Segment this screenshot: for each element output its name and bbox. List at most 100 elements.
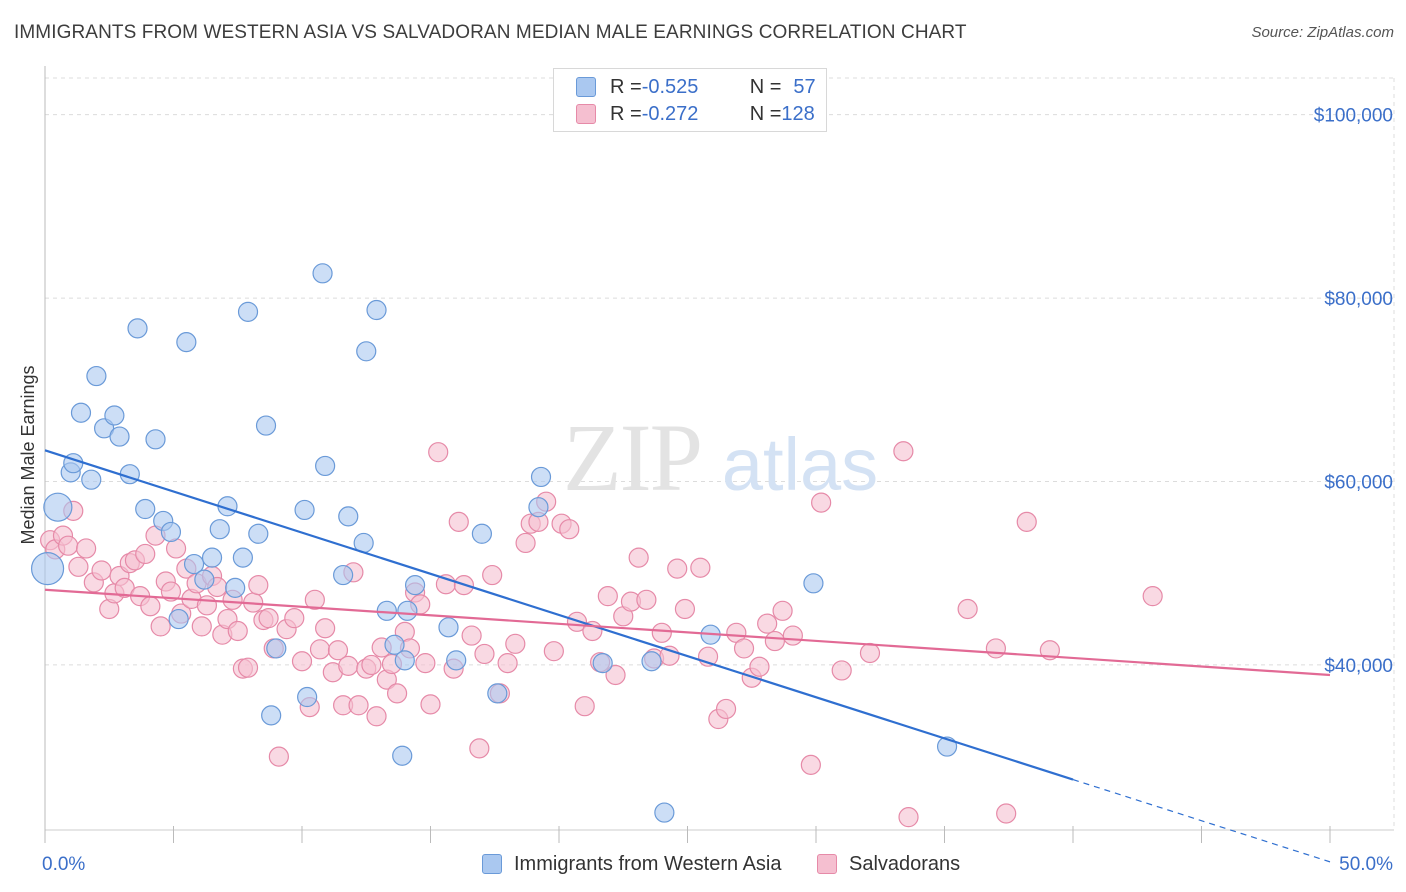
- axes: [44, 66, 1394, 843]
- salvadorans-point: [957, 598, 978, 620]
- western-asia-point: [248, 523, 269, 544]
- salvadorans-point: [58, 535, 79, 556]
- western-asia-point: [315, 455, 336, 477]
- western-asia-point: [86, 365, 107, 387]
- western-asia-point: [641, 651, 662, 672]
- western-asia-point: [404, 575, 426, 596]
- y-tick-label: $40,000: [1324, 656, 1393, 677]
- salvadorans-point: [772, 600, 793, 621]
- salvadorans-point: [135, 543, 156, 565]
- tick-labels: $40,000 $60,000 $80,000 $100,000 0.0% 50.0%: [42, 106, 1393, 875]
- salvadorans-point: [366, 706, 387, 727]
- western-asia-point: [438, 617, 459, 638]
- salvadorans-trend-line: [44, 588, 1331, 677]
- western-asia-point: [135, 498, 156, 520]
- legend-n-value: 57: [793, 75, 816, 98]
- y-tick-label: $100,000: [1314, 106, 1393, 127]
- legend-swatch-blue: [576, 77, 596, 97]
- western-asia-point: [81, 469, 102, 490]
- salvadorans-point: [304, 589, 325, 610]
- salvadorans-point: [284, 608, 305, 629]
- western-asia-point: [119, 464, 140, 485]
- salvadorans-point: [497, 652, 518, 674]
- salvadorans-point: [448, 511, 469, 532]
- western-asia-point: [70, 402, 92, 423]
- salvadorans-point: [505, 633, 526, 654]
- salvadorans-point: [68, 556, 89, 577]
- western-asia-point: [471, 523, 492, 544]
- salvadorans-point: [859, 642, 881, 664]
- trend-lines: [44, 449, 1331, 863]
- salvadorans-point: [757, 613, 778, 634]
- salvadorans-point: [140, 596, 161, 617]
- salvadorans-point: [309, 639, 331, 660]
- western-asia-point: [194, 569, 215, 590]
- y-tick-label: $80,000: [1324, 289, 1393, 310]
- western-asia-point: [237, 301, 259, 322]
- salvadorans-point: [348, 695, 369, 716]
- y-axis-label: Median Male Earnings: [18, 365, 38, 544]
- western-asia-point: [176, 332, 197, 353]
- source-label: Source: ZipAtlas.com: [1251, 24, 1394, 41]
- bottom-legend-swatch-blue: [482, 854, 502, 874]
- salvadorans-point: [636, 589, 657, 610]
- salvadorans-point: [559, 519, 580, 540]
- salvadorans-point: [76, 538, 97, 559]
- western-asia-trend-line: [44, 449, 1074, 781]
- x-tick-label: 50.0%: [1339, 854, 1393, 875]
- western-asia-point: [366, 299, 387, 321]
- western-asia-point: [294, 499, 315, 521]
- legend-n-label: N =: [749, 102, 782, 125]
- western-asia-point: [654, 802, 675, 823]
- salvadorans-point: [674, 598, 696, 620]
- salvadorans-point: [338, 655, 359, 676]
- salvadorans-point: [898, 807, 919, 828]
- legend-r-value: -0.525: [641, 75, 699, 98]
- western-asia-point: [384, 634, 405, 655]
- salvadorans-point: [196, 595, 218, 616]
- salvadorans-point: [515, 532, 536, 554]
- y-tick-label: $60,000: [1324, 473, 1393, 494]
- salvadorans-point: [811, 492, 832, 513]
- salvadorans-point: [428, 442, 449, 463]
- salvadorans-point: [114, 577, 135, 598]
- bottom-legend-label: Salvadorans: [849, 852, 961, 875]
- salvadorans-point: [415, 652, 436, 674]
- western-asia-point: [446, 650, 467, 671]
- salvadorans-point: [715, 698, 737, 720]
- salvadorans-point: [150, 616, 171, 637]
- western-asia-point: [145, 429, 166, 450]
- salvadorans-point: [667, 558, 688, 579]
- salvadorans-point: [1142, 586, 1163, 607]
- salvadorans-point: [91, 560, 112, 581]
- salvadorans-point: [782, 625, 803, 646]
- bottom-legend-salvadorans: Salvadorans: [817, 851, 960, 877]
- western-asia-point: [376, 600, 397, 621]
- salvadorans-point: [474, 643, 495, 665]
- western-asia-point: [183, 553, 205, 575]
- salvadorans-point: [315, 618, 336, 639]
- salvadorans-point: [574, 696, 595, 717]
- salvadorans-point: [361, 654, 382, 676]
- western-asia-point: [297, 686, 318, 708]
- salvadorans-point: [191, 616, 212, 637]
- salvadorans-point: [831, 660, 852, 681]
- salvadorans-point: [985, 638, 1007, 659]
- western-asia-point: [168, 608, 189, 630]
- salvadorans-point: [160, 581, 182, 602]
- salvadorans-point: [227, 620, 248, 642]
- western-asia-point: [394, 650, 415, 671]
- western-asia-point: [312, 263, 333, 284]
- western-asia-point: [528, 497, 549, 518]
- watermark-atlas: atlas: [722, 423, 878, 506]
- salvadorans-point: [469, 738, 490, 759]
- legend-row-western-asia: R = -0.525 N = 57: [576, 75, 816, 99]
- western-asia-point: [261, 705, 282, 726]
- salvadorans-point: [248, 575, 269, 596]
- western-asia-point: [356, 341, 377, 362]
- salvadorans-point: [1016, 511, 1037, 532]
- western-asia-point: [30, 552, 65, 586]
- salvadorans-point: [690, 557, 711, 578]
- bottom-legend-swatch-pink: [817, 854, 837, 874]
